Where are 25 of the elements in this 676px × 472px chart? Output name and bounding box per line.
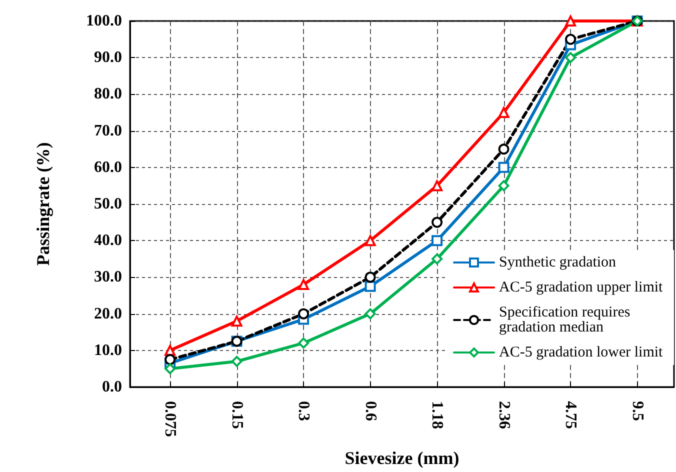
legend-label: Specification requires gradation median (499, 304, 634, 336)
y-tick-label: 10.0 (94, 342, 122, 359)
legend-label: AC-5 gradation lower limit (499, 344, 664, 360)
x-tick-label: 2.36 (495, 401, 512, 429)
y-tick-label: 60.0 (94, 158, 122, 176)
x-tick-label: 0.075 (162, 401, 179, 437)
x-tick-label: 9.5 (628, 401, 646, 421)
y-tick-label: 20.0 (94, 305, 122, 322)
legend-label: Synthetic gradation (499, 254, 617, 270)
y-tick-label: 70.0 (94, 122, 122, 140)
y-tick-label: 90.0 (94, 49, 122, 66)
y-tick-label: 100.0 (86, 12, 122, 30)
y-tick-label: 50.0 (94, 196, 122, 212)
x-tick-label: 0.15 (228, 401, 246, 429)
x-tick-label: 4.75 (562, 401, 580, 429)
y-tick-label: 0.0 (102, 378, 122, 396)
y-axis-title: Passingrate (%) (33, 142, 53, 266)
legend-label: AC-5 gradation upper limit (499, 280, 664, 296)
x-axis-title: Sievesize (mm) (344, 448, 460, 468)
x-tick-label: 0.3 (295, 401, 312, 421)
x-tick-label: 1.18 (428, 401, 446, 429)
y-tick-label: 80.0 (94, 86, 122, 103)
y-tick-label: 40.0 (94, 232, 122, 250)
y-tick-label: 30.0 (94, 268, 122, 286)
x-tick-label: 0.6 (362, 401, 379, 421)
